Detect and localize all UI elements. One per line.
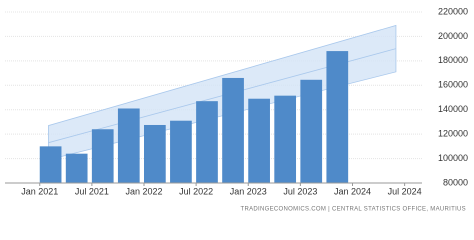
bar bbox=[91, 129, 114, 183]
bar bbox=[326, 51, 349, 184]
x-tick-label: Jul 2021 bbox=[75, 186, 109, 196]
y-tick-label: 80000 bbox=[443, 177, 468, 187]
x-tick-label: Jul 2023 bbox=[283, 186, 317, 196]
y-tick-label: 100000 bbox=[438, 153, 468, 163]
bar bbox=[274, 95, 297, 183]
bar bbox=[65, 153, 88, 183]
y-tick-label: 200000 bbox=[438, 31, 468, 41]
y-tick-label: 140000 bbox=[438, 104, 468, 114]
bar bbox=[170, 120, 192, 183]
x-tick-label: Jan 2022 bbox=[125, 186, 162, 196]
y-tick-label: 220000 bbox=[438, 6, 468, 16]
x-tick-label: Jan 2021 bbox=[21, 186, 58, 196]
x-tick-label: Jan 2024 bbox=[334, 186, 371, 196]
y-tick-label: 120000 bbox=[438, 129, 468, 139]
bar bbox=[117, 108, 140, 183]
bar bbox=[144, 124, 166, 183]
bar bbox=[222, 77, 244, 183]
bar bbox=[39, 146, 62, 183]
chart: TRADINGECONOMICS.COM | CENTRAL STATISTIC… bbox=[5, 6, 468, 213]
x-tick-label: Jan 2023 bbox=[230, 186, 267, 196]
y-tick-label: 180000 bbox=[438, 55, 468, 65]
x-tick-label: Jul 2024 bbox=[388, 186, 422, 196]
bar bbox=[300, 79, 323, 183]
bar bbox=[196, 101, 218, 183]
bar bbox=[248, 98, 270, 183]
source: TRADINGECONOMICS.COM | CENTRAL STATISTIC… bbox=[241, 207, 467, 213]
y-tick-label: 160000 bbox=[438, 80, 468, 90]
x-tick-label: Jul 2022 bbox=[179, 186, 213, 196]
